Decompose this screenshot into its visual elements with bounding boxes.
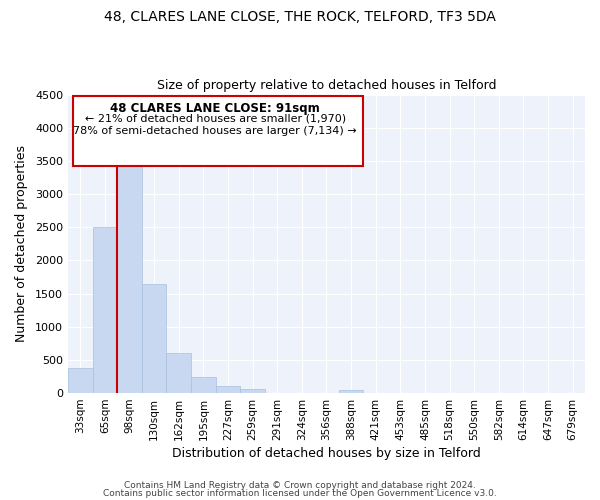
Text: Contains public sector information licensed under the Open Government Licence v3: Contains public sector information licen… [103, 488, 497, 498]
X-axis label: Distribution of detached houses by size in Telford: Distribution of detached houses by size … [172, 447, 481, 460]
Bar [92, 227, 117, 393]
Y-axis label: Number of detached properties: Number of detached properties [15, 146, 28, 342]
Bar [68, 368, 92, 393]
Text: 48, CLARES LANE CLOSE, THE ROCK, TELFORD, TF3 5DA: 48, CLARES LANE CLOSE, THE ROCK, TELFORD… [104, 10, 496, 24]
Text: 48 CLARES LANE CLOSE: 91sqm: 48 CLARES LANE CLOSE: 91sqm [110, 102, 320, 115]
Title: Size of property relative to detached houses in Telford: Size of property relative to detached ho… [157, 79, 496, 92]
Bar [166, 354, 191, 393]
Text: ← 21% of detached houses are smaller (1,970): ← 21% of detached houses are smaller (1,… [85, 114, 346, 124]
Bar [142, 284, 166, 393]
Bar [191, 377, 215, 393]
FancyBboxPatch shape [73, 96, 362, 166]
Bar [339, 390, 364, 393]
Bar [117, 146, 142, 393]
Bar [215, 386, 240, 393]
Text: Contains HM Land Registry data © Crown copyright and database right 2024.: Contains HM Land Registry data © Crown c… [124, 481, 476, 490]
Text: 78% of semi-detached houses are larger (7,134) →: 78% of semi-detached houses are larger (… [73, 126, 357, 136]
Bar [240, 389, 265, 393]
